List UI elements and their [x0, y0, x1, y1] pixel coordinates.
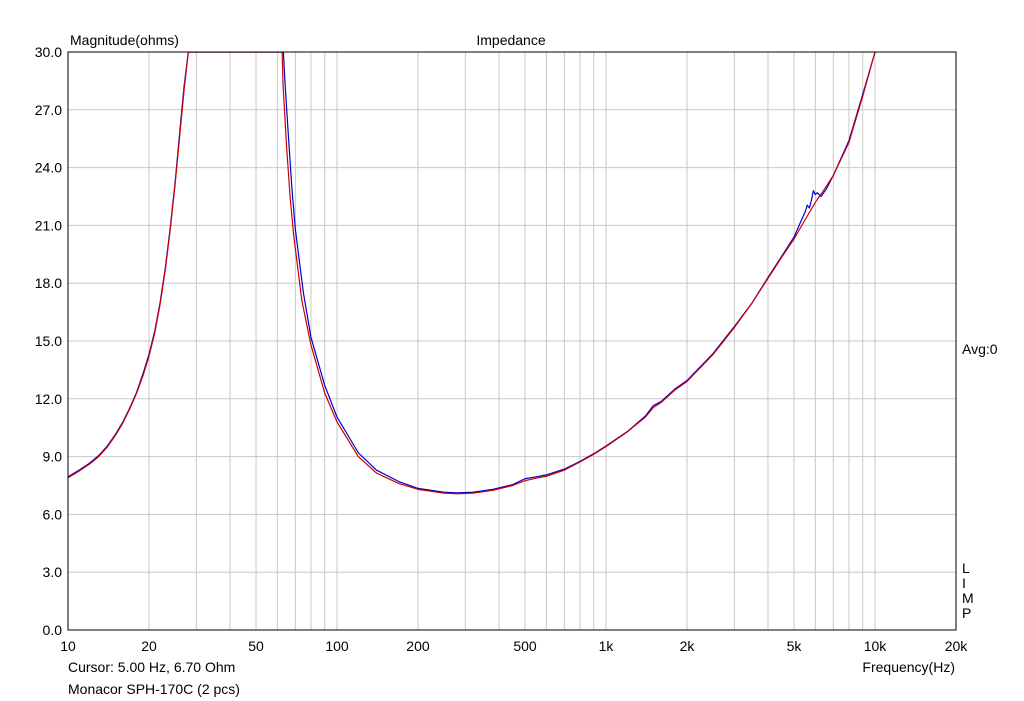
x-tick-label: 20k — [945, 638, 969, 654]
plot-frame — [67, 51, 957, 631]
chart-title: Impedance — [476, 32, 545, 48]
cursor-readout: Cursor: 5.00 Hz, 6.70 Ohm — [68, 659, 235, 675]
x-tick-label: 10k — [864, 638, 888, 654]
side-letter-m: M — [962, 590, 974, 606]
y-axis-label: Magnitude(ohms) — [70, 32, 179, 48]
x-tick-label: 20 — [141, 638, 157, 654]
x-tick-label: 500 — [513, 638, 537, 654]
x-tick-label: 50 — [248, 638, 264, 654]
x-tick-label: 1k — [599, 638, 615, 654]
x-axis-label: Frequency(Hz) — [862, 659, 955, 675]
avg-label: Avg:0 — [962, 341, 998, 357]
x-tick-label: 2k — [680, 638, 696, 654]
side-letter-i: I — [962, 575, 966, 591]
x-tick-labels: 10 20 50 100 200 500 1k 2k 5k 10k 20k — [60, 638, 968, 654]
x-tick-label: 10 — [60, 638, 76, 654]
side-letter-l: L — [962, 560, 970, 576]
y-tick-label: 0.0 — [43, 622, 63, 638]
y-tick-label: 3.0 — [43, 564, 63, 580]
y-tick-label: 30.0 — [35, 44, 62, 60]
x-tick-label: 5k — [787, 638, 803, 654]
series-line-2 — [68, 52, 876, 495]
series-layer — [68, 52, 876, 495]
x-tick-label: 200 — [406, 638, 430, 654]
chart-caption: Monacor SPH-170C (2 pcs) — [68, 681, 240, 697]
y-tick-label: 18.0 — [35, 275, 62, 291]
side-letters: L I M P — [962, 560, 974, 621]
series-line-1 — [68, 52, 876, 494]
y-tick-labels: 0.0 3.0 6.0 9.0 12.0 15.0 18.0 21.0 24.0 27.0 30.0 — [35, 44, 62, 638]
grid-lines — [68, 52, 956, 630]
y-tick-label: 9.0 — [43, 449, 63, 465]
y-tick-label: 15.0 — [35, 333, 62, 349]
y-tick-label: 21.0 — [35, 217, 62, 233]
x-tick-label: 100 — [325, 638, 349, 654]
y-tick-label: 24.0 — [35, 160, 62, 176]
y-tick-label: 12.0 — [35, 391, 62, 407]
y-tick-label: 27.0 — [35, 102, 62, 118]
side-letter-p: P — [962, 605, 971, 621]
y-tick-label: 6.0 — [43, 506, 63, 522]
